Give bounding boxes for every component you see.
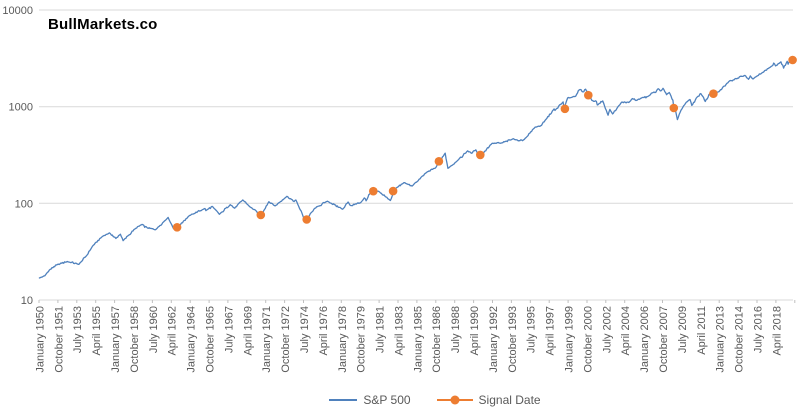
x-axis-label: October 1993 [507,306,519,373]
x-axis-label: January 1964 [186,306,198,373]
x-axis-label: July 1995 [526,306,538,353]
legend-item-sp500: S&P 500 [329,393,411,407]
x-axis-label: January 1992 [488,306,500,373]
legend-item-signal: Signal Date [436,393,541,407]
signal-marker [476,150,485,160]
y-axis-label: 10000 [2,5,33,17]
y-axis-label: 1000 [9,102,33,114]
x-axis-label: January 1971 [261,306,273,373]
x-axis-label: October 1986 [431,306,443,373]
x-axis-label: April 1990 [469,306,481,356]
x-axis-label: July 2002 [601,306,613,353]
x-axis-label: January 1999 [564,306,576,373]
x-axis-label: October 2014 [734,306,746,373]
x-axis-label: April 1969 [242,306,254,356]
legend-label-signal: Signal Date [478,393,541,407]
y-axis-label: 10 [21,295,33,307]
x-axis-label: October 2000 [582,306,594,373]
y-axis-label: 100 [15,198,33,210]
signal-marker [388,186,398,196]
x-axis-label: July 1960 [148,306,160,353]
x-axis-label: July 1953 [72,306,84,353]
x-axis-label: October 1958 [129,306,141,373]
legend-label-sp500: S&P 500 [363,393,411,407]
signal-marker [302,215,312,224]
x-axis-label: April 1962 [167,306,179,356]
signal-marker [256,210,266,220]
x-axis-labels: January 1950 October 1951 July 1953 April 1… [34,306,783,373]
x-axis-label: October 1965 [205,306,217,373]
signal-marker [709,89,718,98]
x-axis-label: January 1950 [34,306,46,373]
x-axis-label: July 1967 [223,306,235,353]
x-axis-label: January 1957 [110,306,122,373]
x-axis-label: April 2018 [771,306,783,356]
x-axis-label: July 1988 [450,306,462,353]
x-axis-label: October 1979 [356,306,368,373]
x-axis-label: July 1981 [375,306,387,353]
signal-marker [369,186,378,196]
y-axis-labels: 10 100 1000 10000 [2,5,33,307]
sp500-line [38,59,794,279]
x-axis-label: April 2004 [620,306,632,356]
signal-marker [584,90,593,100]
y-gridlines [39,9,793,204]
sp500-line-swatch [329,399,358,401]
chart-legend: S&P 500 Signal Date [0,391,800,409]
x-axis-label: July 1974 [299,306,311,353]
chart-title: BullMarkets.co [48,16,158,33]
x-axis-label: January 2006 [639,306,651,373]
signal-line-swatch [436,395,473,405]
x-axis-label: April 1983 [394,306,406,356]
x-axis-label: April 1955 [91,306,103,356]
x-axis-label: January 2013 [715,306,727,373]
signal-dot-icon [450,395,460,405]
signal-marker [434,157,444,166]
x-axis-label: January 1978 [337,306,349,373]
sp500-series [38,59,794,279]
signal-markers [172,55,797,232]
signal-marker [669,103,679,113]
x-axis-label: July 2016 [753,306,765,353]
x-axis-label: April 2011 [696,306,708,355]
x-axis-label: October 1951 [53,306,65,373]
signal-marker [560,104,570,114]
x-axis-label: July 2009 [677,306,689,353]
x-axis-label: April 1997 [545,306,557,356]
x-axis-ticks [38,300,796,303]
x-axis-label: October 1972 [280,306,292,373]
x-axis-label: January 1985 [412,306,424,373]
x-axis-label: October 2007 [658,306,670,373]
signal-marker [172,223,182,232]
x-axis-label: April 1976 [318,306,330,356]
signal-marker [788,55,797,65]
